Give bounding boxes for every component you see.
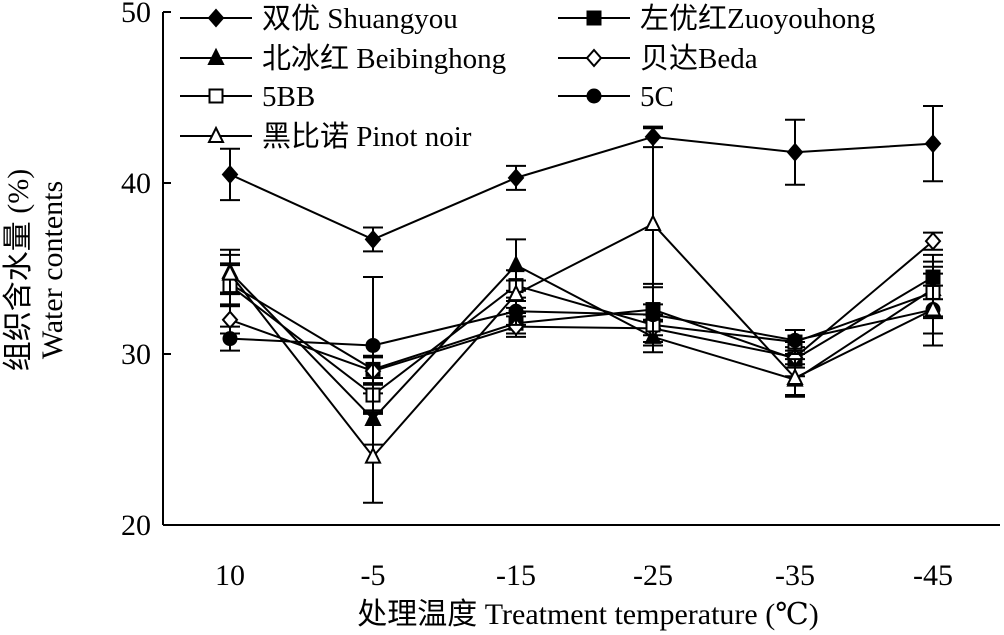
data-point (364, 446, 382, 464)
x-tick-label: -15 (496, 559, 536, 592)
marker-shape (786, 367, 804, 385)
series-1 (220, 105, 943, 253)
data-point (924, 231, 942, 251)
legend: 双优 Shuangyou 左优红Zuoyouhong 北冰红 Beibinghong… (180, 2, 875, 153)
x-tick-label: -25 (633, 559, 673, 592)
series-line (229, 276, 934, 371)
y-axis-title: 组织含水量 (%) Water contents (2, 169, 69, 371)
data-point (924, 299, 942, 317)
marker-shape (207, 47, 225, 65)
y-axis-title-line1: 组织含水量 (%) (2, 169, 35, 371)
marker-shape (787, 332, 803, 348)
data-point (364, 229, 382, 249)
series-line (229, 240, 934, 373)
series-line (229, 222, 934, 459)
legend-label: 5BB (262, 81, 315, 113)
legend-item: 北冰红 Beibinghong (180, 42, 506, 75)
marker-shape (586, 88, 602, 104)
marker-shape (644, 213, 662, 232)
marker-diamond-open (585, 48, 603, 68)
legend-label: 北冰红 Beibinghong (262, 42, 506, 75)
plot-area: 20 30 40 50 10 -5 -15 -25 -35 -45 (121, 0, 1000, 592)
y-tick-label: 40 (121, 167, 151, 200)
legend-item: 双优 Shuangyou (180, 2, 458, 35)
marker-shape (222, 331, 238, 347)
series-line (229, 263, 934, 421)
data-point (507, 168, 525, 188)
x-tick-label: 10 (215, 559, 245, 592)
legend-item: 黑比诺 Pinot noir (180, 120, 472, 153)
data-point (924, 134, 942, 154)
legend-item: 5BB (180, 81, 315, 113)
marker-shape (924, 134, 942, 154)
y-axis-title-line2: Water contents (36, 181, 69, 359)
marker-shape (507, 168, 525, 188)
series-line (229, 135, 934, 241)
y-tick-label: 30 (121, 338, 151, 371)
data-point (221, 164, 239, 184)
series-line (229, 284, 934, 397)
marker-shape (924, 299, 942, 317)
data-point (221, 310, 239, 330)
data-point (786, 367, 804, 385)
y-tick-label: 20 (121, 509, 151, 542)
marker-shape (207, 125, 225, 143)
data-point (222, 331, 238, 347)
series-6 (220, 276, 943, 415)
data-point (507, 283, 525, 302)
legend-item: 5C (558, 81, 674, 113)
marker-triangle-open (207, 125, 225, 143)
marker-shape (507, 254, 525, 273)
marker-shape (786, 142, 804, 162)
marker-shape (585, 48, 603, 68)
x-axis-title: 处理温度 Treatment temperature (℃) (357, 598, 819, 631)
marker-shape (924, 231, 942, 251)
legend-label: 5C (640, 81, 674, 113)
marker-shape (221, 310, 239, 330)
x-tick-label: -5 (361, 559, 386, 592)
marker-shape (221, 263, 239, 281)
marker-shape (364, 229, 382, 249)
data-point (507, 254, 525, 273)
marker-shape (221, 164, 239, 184)
marker-shape (586, 10, 602, 26)
series-line (229, 308, 934, 347)
marker-shape (207, 8, 225, 28)
marker-shape (365, 337, 381, 353)
legend-label: 双优 Shuangyou (262, 2, 458, 35)
legend-label: 黑比诺 Pinot noir (262, 120, 472, 153)
y-tick-label: 50 (121, 0, 151, 29)
legend-label: 贝达Beda (640, 42, 758, 75)
marker-circle-filled (586, 88, 602, 104)
x-tick-label: -45 (913, 559, 953, 592)
legend-label: 左优红Zuoyouhong (640, 2, 875, 35)
marker-square-open (208, 88, 224, 104)
data-point (644, 213, 662, 232)
marker-triangle-filled (207, 47, 225, 65)
legend-item: 左优红Zuoyouhong (558, 2, 875, 35)
marker-shape (364, 446, 382, 464)
data-point (787, 332, 803, 348)
series-2 (220, 253, 943, 385)
data-point (786, 142, 804, 162)
marker-square-filled (586, 10, 602, 26)
x-tick-label: -35 (775, 559, 815, 592)
data-point (221, 263, 239, 281)
marker-shape (208, 88, 224, 104)
marker-diamond-filled (207, 8, 225, 28)
marker-shape (507, 283, 525, 302)
series-7 (220, 127, 943, 504)
data-point (365, 337, 381, 353)
series-5 (220, 264, 943, 414)
legend-item: 贝达Beda (558, 42, 758, 75)
